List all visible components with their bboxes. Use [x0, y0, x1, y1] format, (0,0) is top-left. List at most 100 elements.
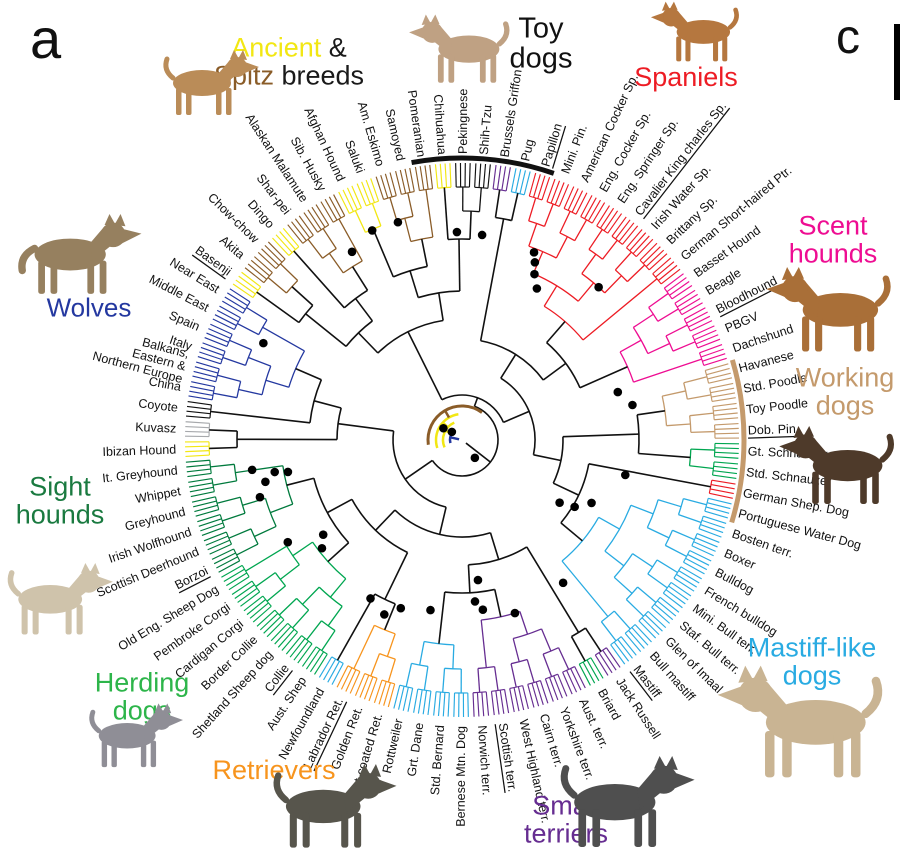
tree-branch — [252, 605, 272, 623]
tree-branch — [662, 390, 686, 397]
tree-branch — [615, 219, 631, 240]
tree-branch — [676, 293, 698, 308]
tree-branch — [652, 257, 672, 275]
tree-branch — [206, 332, 229, 343]
tree-branch — [493, 666, 499, 691]
node-support-dot — [393, 217, 403, 227]
tree-branch — [683, 561, 705, 575]
tree-branch — [387, 683, 396, 708]
tree-branch — [503, 410, 530, 424]
tree-branch — [631, 627, 649, 646]
tree-branch — [248, 356, 271, 367]
node-support-dot — [396, 603, 406, 613]
tree-branch — [544, 678, 554, 702]
tree-branch — [185, 459, 210, 463]
tree-branch — [672, 529, 695, 541]
tree-branch — [208, 328, 231, 339]
tree-branch — [510, 168, 517, 192]
tree-branch — [689, 412, 714, 417]
tree-branch — [472, 692, 475, 717]
tree-branch — [703, 357, 727, 366]
tree-branch — [298, 304, 314, 323]
tree-branch — [537, 175, 546, 199]
tree-branch — [510, 193, 519, 221]
tree-branch — [211, 548, 234, 560]
tree-branch — [193, 500, 217, 508]
tree-branch — [249, 602, 269, 619]
tree-branch — [329, 578, 347, 598]
tree-branch — [235, 465, 283, 474]
tree-branch — [437, 292, 444, 321]
tree-branch — [237, 587, 258, 603]
tree-branch — [651, 596, 661, 608]
tree-branch — [444, 667, 462, 670]
tree-branch — [210, 463, 235, 468]
tree-branch — [647, 573, 668, 589]
tree-branch — [622, 225, 639, 245]
mastiff-image — [717, 665, 883, 778]
tree-branch — [265, 379, 290, 388]
tree-branch — [342, 189, 354, 212]
tree-branch — [584, 627, 602, 652]
node-support-dot — [478, 605, 488, 615]
tree-branch — [684, 307, 706, 320]
tree-branch — [383, 682, 391, 706]
tree-branch — [474, 163, 477, 188]
tree-branch — [689, 549, 712, 562]
tree-branch — [393, 685, 401, 709]
tree-branch — [216, 496, 241, 504]
tree-branch — [285, 635, 302, 655]
tree-branch — [197, 514, 221, 523]
tree-branch — [528, 172, 537, 197]
tree-branch — [229, 288, 251, 303]
wolf-image — [18, 214, 142, 294]
tree-branch — [598, 652, 613, 674]
sight-hounds-label: Sight hounds — [15, 471, 105, 530]
node-support-dot — [510, 608, 520, 618]
tree-branch — [604, 275, 622, 294]
tree-branch — [711, 479, 736, 485]
tree-branch — [596, 205, 610, 227]
tree-branch — [194, 504, 218, 513]
tree-branch — [494, 189, 501, 218]
tree-branch — [680, 566, 702, 580]
node-support-dot — [558, 578, 568, 588]
tree-branch — [687, 394, 712, 400]
tree-branch — [705, 363, 729, 371]
tree-branch — [495, 216, 512, 222]
tree-branch — [706, 502, 731, 510]
tree-branch — [487, 164, 491, 189]
tree-branch — [234, 584, 255, 599]
tree-branch — [243, 595, 264, 612]
tree-branch — [566, 670, 578, 693]
tree-branch — [638, 620, 657, 639]
tree-branch — [274, 572, 287, 587]
tree-branch — [655, 261, 675, 278]
tree-branch — [278, 597, 298, 616]
tree-branch — [535, 681, 544, 705]
tree-branch — [314, 653, 328, 675]
tree-branch — [607, 213, 623, 234]
tree-branch — [699, 344, 723, 354]
tree-branch — [336, 665, 349, 688]
tree-branch — [327, 542, 350, 563]
tree-branch — [550, 180, 561, 204]
tree-branch — [588, 463, 711, 488]
tree-branch — [452, 644, 455, 669]
tree-branch — [331, 656, 344, 664]
tree-branch — [399, 169, 407, 194]
tree-branch — [519, 611, 529, 635]
node-support-dot — [447, 427, 457, 437]
tree-branch — [714, 451, 739, 455]
tree-branch — [212, 318, 235, 331]
tree-branch — [302, 586, 320, 605]
tree-branch — [216, 309, 239, 323]
tree-branch — [187, 472, 212, 478]
tree-branch — [539, 680, 549, 704]
tree-branch — [512, 638, 520, 662]
tree-branch — [291, 286, 314, 306]
tree-branch — [604, 550, 625, 567]
tree-branch — [221, 564, 243, 578]
tree-branch — [578, 663, 591, 686]
tree-branch — [263, 616, 282, 634]
